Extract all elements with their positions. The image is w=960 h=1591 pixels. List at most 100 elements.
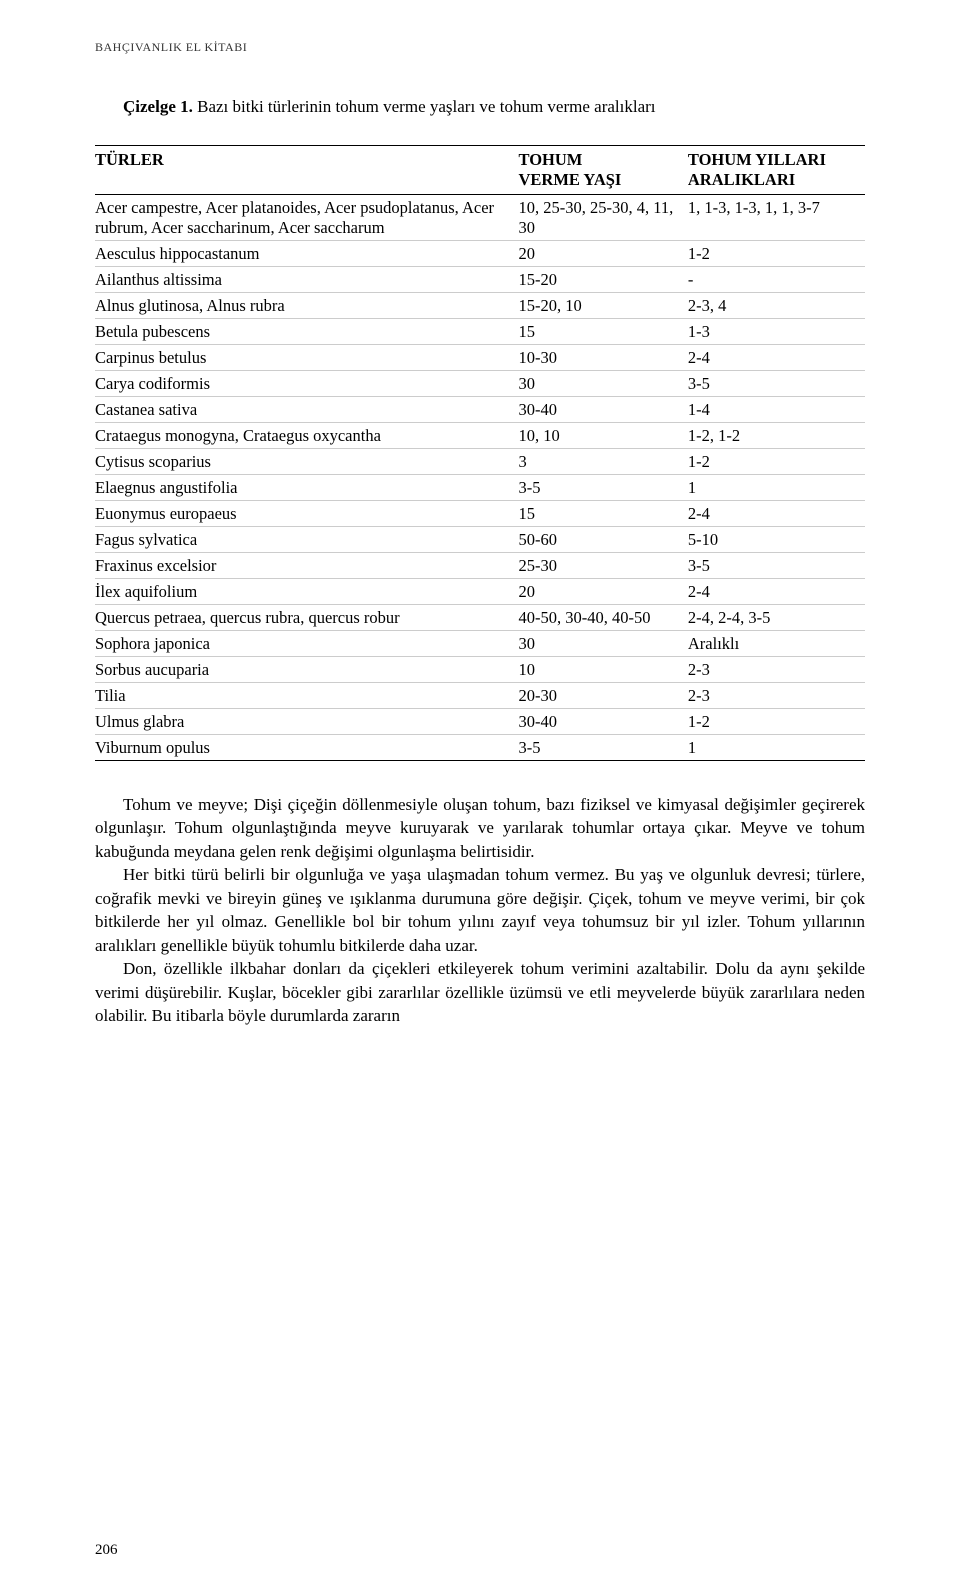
cell-species: Viburnum opulus [95, 735, 519, 761]
cell-species: Sophora japonica [95, 631, 519, 657]
cell-yillari: 2-4 [688, 579, 865, 605]
cell-verme: 3-5 [519, 475, 688, 501]
cell-verme: 40-50, 30-40, 40-50 [519, 605, 688, 631]
header-verme-line1: TOHUM [519, 150, 583, 169]
table-row: İlex aquifolium202-4 [95, 579, 865, 605]
caption-text: Bazı bitki türlerinin tohum verme yaşlar… [193, 97, 656, 116]
cell-species: Carya codiformis [95, 371, 519, 397]
cell-species: Carpinus betulus [95, 345, 519, 371]
cell-verme: 15-20, 10 [519, 293, 688, 319]
cell-yillari: 3-5 [688, 553, 865, 579]
cell-verme: 25-30 [519, 553, 688, 579]
cell-yillari: 2-4, 2-4, 3-5 [688, 605, 865, 631]
cell-verme: 30-40 [519, 397, 688, 423]
cell-verme: 30 [519, 631, 688, 657]
cell-verme: 20-30 [519, 683, 688, 709]
header-yillari: TOHUM YILLARI ARALIKLARI [688, 146, 865, 195]
table-row: Betula pubescens151-3 [95, 319, 865, 345]
cell-verme: 3-5 [519, 735, 688, 761]
table-row: Sophora japonica30Aralıklı [95, 631, 865, 657]
paragraph: Don, özellikle ilkbahar donları da çiçek… [95, 957, 865, 1027]
cell-yillari: 1, 1-3, 1-3, 1, 1, 3-7 [688, 195, 865, 241]
table-row: Euonymus europaeus152-4 [95, 501, 865, 527]
cell-yillari: 3-5 [688, 371, 865, 397]
cell-species: Betula pubescens [95, 319, 519, 345]
cell-yillari: 1-3 [688, 319, 865, 345]
cell-species: Ulmus glabra [95, 709, 519, 735]
body-text: Tohum ve meyve; Dişi çiçeğin döllenmesiy… [95, 793, 865, 1028]
cell-verme: 15 [519, 319, 688, 345]
table-row: Viburnum opulus3-51 [95, 735, 865, 761]
paragraph: Her bitki türü belirli bir olgunluğa ve … [95, 863, 865, 957]
table-row: Tilia20-302-3 [95, 683, 865, 709]
cell-yillari: 1-2 [688, 449, 865, 475]
cell-yillari: 5-10 [688, 527, 865, 553]
cell-verme: 10-30 [519, 345, 688, 371]
table-row: Quercus petraea, quercus rubra, quercus … [95, 605, 865, 631]
cell-yillari: 2-3 [688, 657, 865, 683]
cell-verme: 15 [519, 501, 688, 527]
cell-species: Euonymus europaeus [95, 501, 519, 527]
table-row: Ulmus glabra30-401-2 [95, 709, 865, 735]
table-row: Elaegnus angustifolia3-51 [95, 475, 865, 501]
table-row: Fagus sylvatica50-605-10 [95, 527, 865, 553]
caption-label: Çizelge 1. [123, 97, 193, 116]
cell-species: Crataegus monogyna, Crataegus oxycantha [95, 423, 519, 449]
table-row: Carpinus betulus10-302-4 [95, 345, 865, 371]
table-header-row: TÜRLER TOHUM VERME YAŞI TOHUM YILLARI AR… [95, 146, 865, 195]
cell-species: Sorbus aucuparia [95, 657, 519, 683]
cell-verme: 20 [519, 579, 688, 605]
cell-verme: 15-20 [519, 267, 688, 293]
cell-species: İlex aquifolium [95, 579, 519, 605]
cell-species: Castanea sativa [95, 397, 519, 423]
table-row: Crataegus monogyna, Crataegus oxycantha1… [95, 423, 865, 449]
header-yillari-line1: TOHUM YILLARI [688, 150, 826, 169]
table-row: Castanea sativa30-401-4 [95, 397, 865, 423]
cell-species: Ailanthus altissima [95, 267, 519, 293]
table-row: Acer campestre, Acer platanoides, Acer p… [95, 195, 865, 241]
table-row: Cytisus scoparius31-2 [95, 449, 865, 475]
cell-yillari: 1-4 [688, 397, 865, 423]
header-species: TÜRLER [95, 146, 519, 195]
header-verme-line2: VERME YAŞI [519, 170, 622, 189]
cell-species: Quercus petraea, quercus rubra, quercus … [95, 605, 519, 631]
cell-verme: 30 [519, 371, 688, 397]
cell-species: Fraxinus excelsior [95, 553, 519, 579]
header-yillari-line2: ARALIKLARI [688, 170, 795, 189]
cell-species: Cytisus scoparius [95, 449, 519, 475]
species-table: TÜRLER TOHUM VERME YAŞI TOHUM YILLARI AR… [95, 145, 865, 761]
cell-yillari: 2-4 [688, 345, 865, 371]
cell-species: Alnus glutinosa, Alnus rubra [95, 293, 519, 319]
cell-verme: 10, 10 [519, 423, 688, 449]
cell-yillari: 2-4 [688, 501, 865, 527]
paragraph: Tohum ve meyve; Dişi çiçeğin döllenmesiy… [95, 793, 865, 863]
page-number: 206 [95, 1542, 118, 1559]
cell-yillari: 1 [688, 475, 865, 501]
cell-species: Elaegnus angustifolia [95, 475, 519, 501]
cell-yillari: Aralıklı [688, 631, 865, 657]
cell-yillari: 1-2, 1-2 [688, 423, 865, 449]
cell-yillari: 2-3 [688, 683, 865, 709]
table-row: Ailanthus altissima15-20- [95, 267, 865, 293]
cell-species: Acer campestre, Acer platanoides, Acer p… [95, 195, 519, 241]
cell-species: Fagus sylvatica [95, 527, 519, 553]
table-row: Fraxinus excelsior25-303-5 [95, 553, 865, 579]
cell-yillari: - [688, 267, 865, 293]
table-row: Alnus glutinosa, Alnus rubra15-20, 102-3… [95, 293, 865, 319]
running-header: BAHÇIVANLIK EL KİTABI [95, 40, 865, 55]
cell-verme: 20 [519, 241, 688, 267]
cell-verme: 50-60 [519, 527, 688, 553]
cell-verme: 3 [519, 449, 688, 475]
table-row: Carya codiformis303-5 [95, 371, 865, 397]
cell-species: Tilia [95, 683, 519, 709]
cell-yillari: 1-2 [688, 241, 865, 267]
table-row: Aesculus hippocastanum201-2 [95, 241, 865, 267]
cell-verme: 10 [519, 657, 688, 683]
header-verme: TOHUM VERME YAŞI [519, 146, 688, 195]
table-row: Sorbus aucuparia102-3 [95, 657, 865, 683]
cell-yillari: 1 [688, 735, 865, 761]
cell-verme: 30-40 [519, 709, 688, 735]
table-caption: Çizelge 1. Bazı bitki türlerinin tohum v… [95, 97, 865, 117]
cell-yillari: 2-3, 4 [688, 293, 865, 319]
cell-yillari: 1-2 [688, 709, 865, 735]
